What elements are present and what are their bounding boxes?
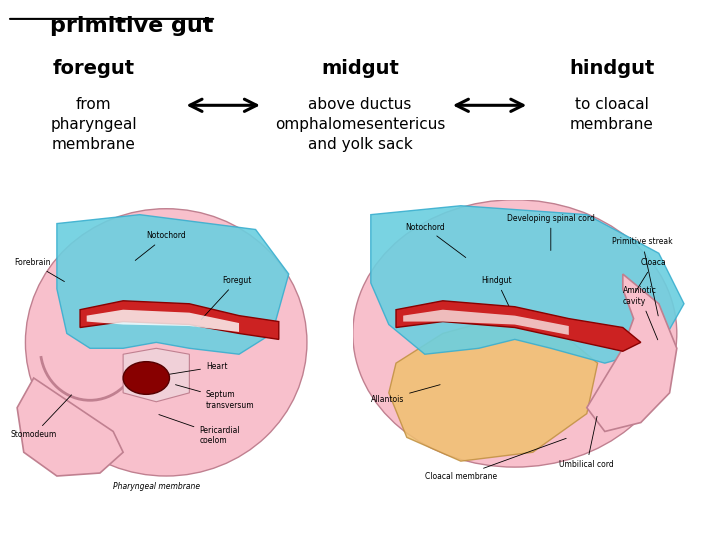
Text: to cloacal
membrane: to cloacal membrane — [570, 97, 654, 132]
Text: Hindgut: Hindgut — [482, 276, 513, 316]
Polygon shape — [371, 206, 684, 363]
Polygon shape — [80, 301, 279, 339]
Text: Heart: Heart — [149, 362, 228, 377]
Text: Allantois: Allantois — [371, 384, 440, 404]
Polygon shape — [86, 309, 239, 332]
Text: Cloacal membrane: Cloacal membrane — [425, 438, 566, 481]
Text: hindgut: hindgut — [570, 59, 654, 78]
Text: Notochord: Notochord — [405, 222, 466, 258]
Text: primitive gut: primitive gut — [50, 16, 214, 36]
Ellipse shape — [353, 200, 677, 467]
Text: from
pharyngeal
membrane: from pharyngeal membrane — [50, 97, 137, 152]
Text: Stomodeum: Stomodeum — [11, 395, 71, 440]
Text: Forebrain: Forebrain — [14, 258, 64, 281]
Text: foregut: foregut — [53, 59, 135, 78]
Text: midgut: midgut — [321, 59, 399, 78]
Text: Cloaca: Cloaca — [635, 258, 667, 293]
Ellipse shape — [123, 362, 169, 394]
Polygon shape — [123, 348, 189, 402]
Text: Developing spinal cord: Developing spinal cord — [507, 214, 595, 251]
Text: above ductus
omphalomesentericus
and yolk sack: above ductus omphalomesentericus and yol… — [275, 97, 445, 152]
Polygon shape — [17, 378, 123, 476]
Polygon shape — [403, 309, 569, 335]
Text: Pharyngeal membrane: Pharyngeal membrane — [112, 482, 200, 491]
Text: Umbilical cord: Umbilical cord — [559, 416, 614, 469]
Text: Notochord: Notochord — [135, 232, 186, 260]
Ellipse shape — [25, 208, 307, 476]
Polygon shape — [389, 319, 598, 461]
Polygon shape — [57, 214, 289, 354]
Text: Septum
transversum: Septum transversum — [176, 384, 255, 410]
Polygon shape — [396, 301, 641, 351]
Text: Amniotic
cavity: Amniotic cavity — [623, 286, 658, 340]
Text: Primitive streak: Primitive streak — [612, 238, 672, 316]
Text: Pericardial
coelom: Pericardial coelom — [159, 415, 240, 446]
Text: Foregut: Foregut — [201, 276, 252, 320]
Polygon shape — [587, 274, 677, 431]
